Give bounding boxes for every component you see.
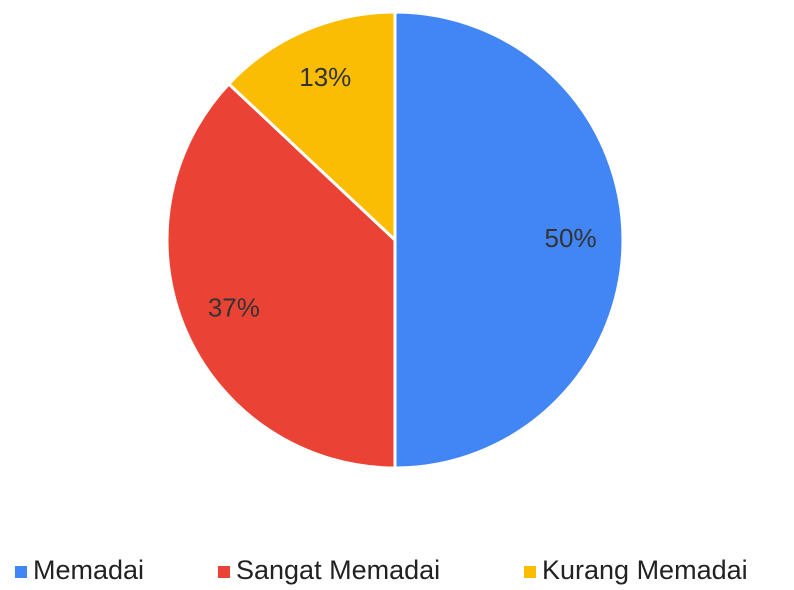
legend-swatch [15,566,27,578]
legend-label: Kurang Memadai [542,555,748,585]
value-label: 13% [299,62,351,92]
legend-label: Sangat Memadai [236,555,440,585]
legend-swatch [218,566,230,578]
value-label: 37% [208,293,260,323]
pie-slice [165,81,397,470]
value-label: 50% [545,223,597,253]
pie-slice [393,10,625,470]
legend-label: Memadai [33,555,144,585]
pie-slice [226,10,397,244]
legend-swatch [524,566,536,578]
